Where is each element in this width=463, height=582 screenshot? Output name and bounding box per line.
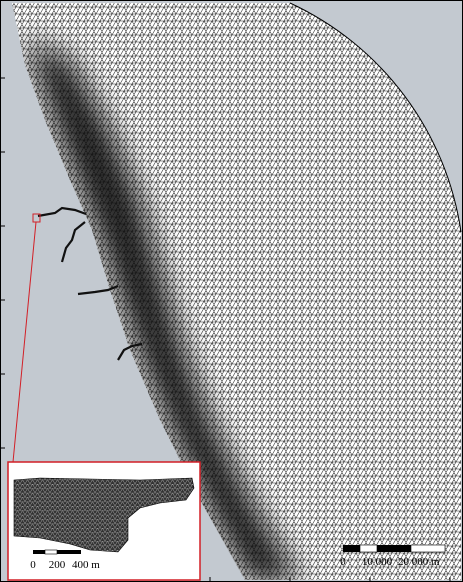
scale-label: 0 (340, 556, 346, 568)
inset-leader (12, 221, 37, 463)
scale-bar: 0 10 000 20 000 m (340, 544, 446, 568)
inset: 0 200 400 m (7, 461, 201, 581)
scale-label: 20 000 m (398, 556, 440, 568)
scale-label: 10 000 (362, 556, 393, 568)
scale-label: 400 m (72, 559, 100, 571)
outer-boundary (289, 2, 462, 233)
scale-label: 200 (49, 559, 66, 571)
rivers (37, 206, 143, 361)
inset-scale-bar: 0 200 400 m (30, 549, 100, 571)
scale-label: 0 (30, 559, 36, 571)
inset-locator (32, 213, 41, 223)
